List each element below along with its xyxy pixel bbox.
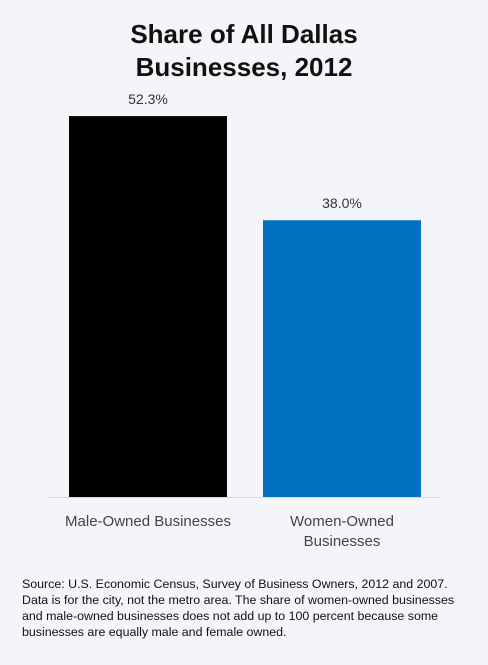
data-label: 52.3%: [128, 91, 168, 107]
bar: [263, 220, 421, 497]
chart-title-line-1: Share of All Dallas: [130, 19, 358, 49]
category-label: Women-Owned: [290, 513, 394, 530]
category-label: Male-Owned Businesses: [65, 513, 231, 530]
bar: [69, 116, 227, 497]
bar-chart: 52.3% 38.0% Male-Owned Businesses Women-Own…: [48, 91, 440, 550]
chart-title: Share of All Dallas Businesses, 2012: [0, 18, 488, 84]
data-label: 38.0%: [322, 195, 362, 211]
source-note: Source: U.S. Economic Census, Survey of …: [22, 577, 455, 639]
chart-title-line-2: Businesses, 2012: [135, 52, 353, 82]
category-label: Businesses: [304, 533, 381, 550]
